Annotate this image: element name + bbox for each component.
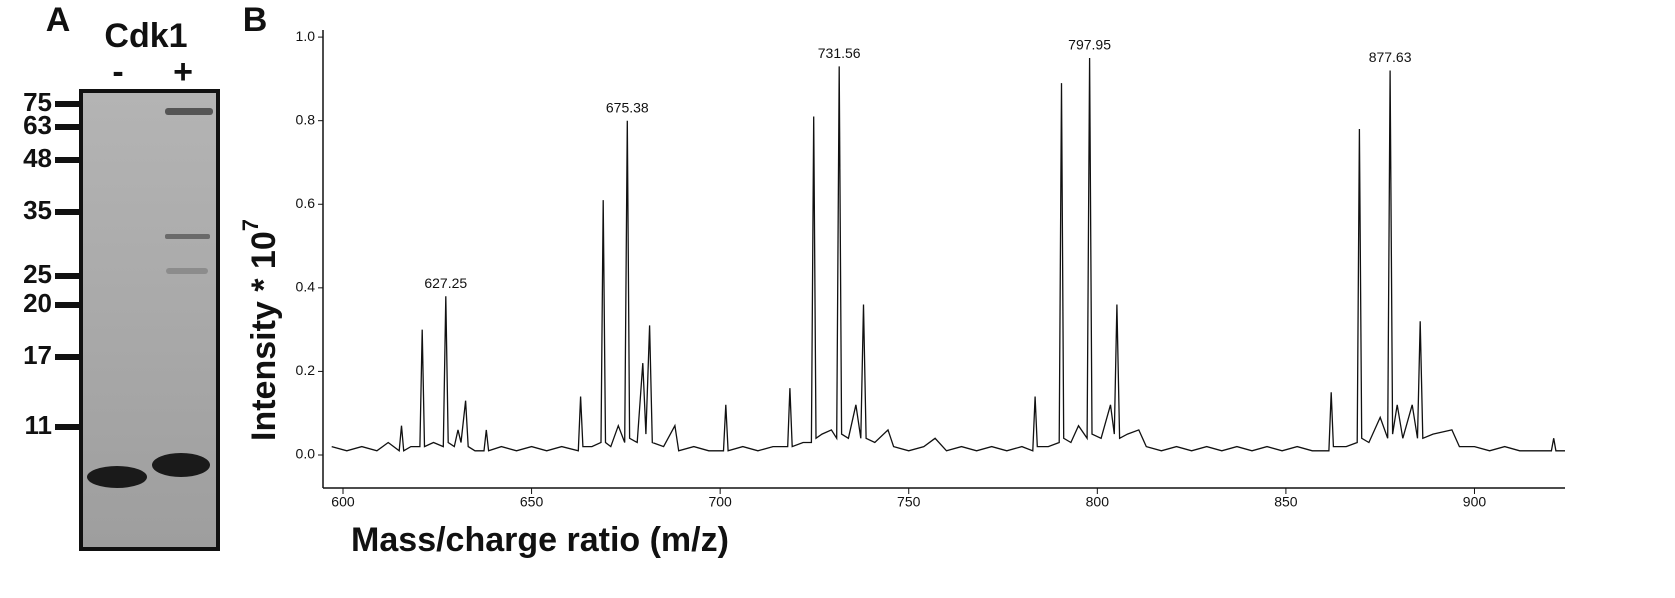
peak-label: 797.95	[1068, 37, 1111, 53]
spectrum-plot: 0.0 0.2 0.4 0.6 0.8 1.0 600 650 700 750 800 850 900 6…	[296, 28, 1565, 510]
peak-label: 731.56	[818, 45, 861, 61]
y-tick-label: 0.8	[296, 111, 316, 127]
y-tick-label: 0.6	[296, 195, 316, 211]
x-tick-label: 850	[1274, 494, 1298, 510]
y-axis-label-exponent: 7	[238, 219, 263, 231]
x-axis-label: Mass/charge ratio (m/z)	[351, 521, 729, 559]
marker-tick	[55, 124, 81, 130]
marker-label: 25	[23, 259, 52, 289]
marker-label: 75	[23, 87, 52, 117]
marker-label: 20	[23, 288, 52, 318]
panel-label: B	[243, 1, 268, 39]
marker-tick	[55, 157, 81, 163]
lane-label: -	[112, 53, 123, 91]
marker-tick	[55, 209, 81, 215]
marker-tick	[55, 101, 81, 107]
protein-label: Cdk1	[104, 17, 187, 55]
marker-tick	[55, 424, 81, 430]
marker-tick	[55, 273, 81, 279]
marker-label: 17	[23, 340, 52, 370]
x-tick-label: 700	[708, 494, 732, 510]
x-tick-label: 650	[520, 494, 544, 510]
peak-label: 675.38	[606, 99, 649, 115]
lane-label: +	[173, 53, 193, 91]
x-tick-label: 900	[1463, 494, 1487, 510]
marker-label: 48	[23, 143, 52, 173]
y-axis-label-text: Intensity * 10	[245, 231, 283, 441]
y-tick-label: 0.2	[296, 362, 316, 378]
panel-label: A	[46, 1, 71, 39]
gel-band	[165, 234, 210, 239]
peak-label: 627.25	[424, 275, 467, 291]
spectrum-line	[331, 57, 1565, 453]
y-tick-label: 1.0	[296, 28, 316, 44]
marker-label: 63	[23, 110, 52, 140]
x-tick-label: 750	[897, 494, 921, 510]
marker-tick	[55, 302, 81, 308]
gel-band	[165, 108, 213, 115]
gel-band	[166, 268, 208, 274]
marker-label: 35	[23, 195, 52, 225]
peak-label: 877.63	[1369, 49, 1412, 65]
gel-band	[87, 466, 147, 488]
gel-band	[152, 453, 210, 477]
x-tick-label: 600	[331, 494, 355, 510]
x-tick-label: 800	[1086, 494, 1110, 510]
marker-tick	[55, 354, 81, 360]
y-tick-label: 0.0	[296, 446, 316, 462]
y-tick-label: 0.4	[296, 279, 316, 295]
marker-label: 11	[25, 410, 53, 440]
y-axis-label: Intensity * 107	[238, 219, 283, 441]
